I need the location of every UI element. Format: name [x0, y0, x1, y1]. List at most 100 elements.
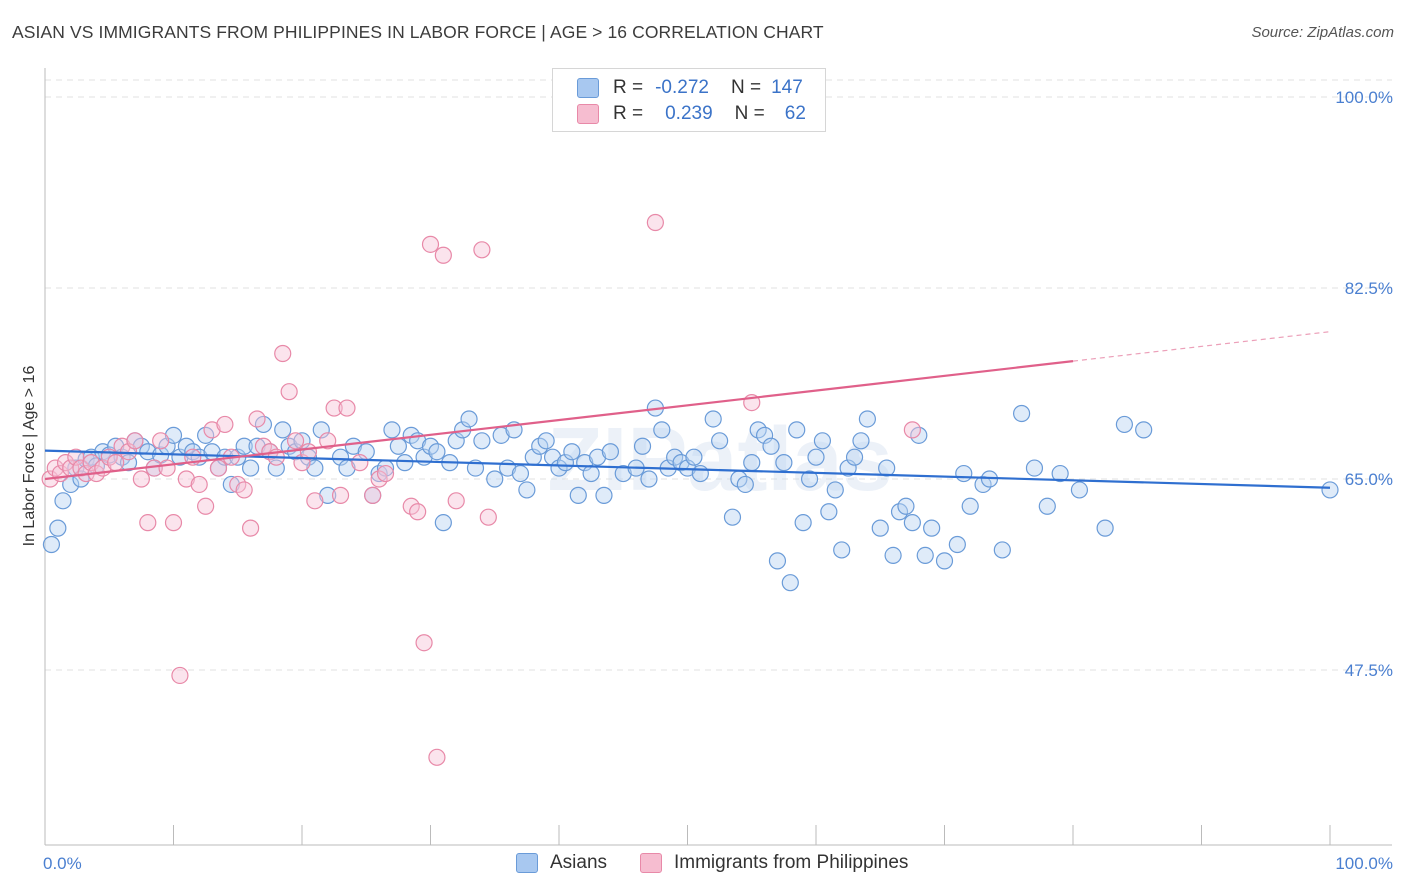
data-point: [364, 486, 382, 504]
legend-item-asians[interactable]: Asians: [516, 852, 607, 874]
data-point: [653, 421, 671, 439]
data-point: [421, 235, 440, 253]
data-point: [794, 514, 812, 532]
data-point: [833, 541, 851, 559]
data-point: [479, 508, 497, 526]
legend-label-asians: Asians: [550, 852, 608, 873]
data-point: [826, 481, 844, 499]
data-point: [286, 432, 305, 450]
data-point: [781, 574, 799, 592]
legend-n-value: 147: [771, 77, 803, 98]
y-tick-label: 100.0%: [1335, 88, 1393, 107]
gridlines: [45, 79, 1392, 671]
data-point: [376, 464, 395, 483]
series-immigrants-philippines: [41, 213, 921, 766]
data-point: [813, 432, 832, 450]
legend-n-value: 62: [784, 103, 806, 124]
legend-n-label: N =: [734, 103, 765, 124]
data-point: [820, 503, 838, 521]
data-point: [209, 459, 228, 477]
legend-label-philippines: Immigrants from Philippines: [674, 852, 909, 873]
data-point: [511, 464, 530, 483]
data-point: [242, 519, 260, 537]
y-axis-label: In Labor Force | Age > 16: [21, 366, 38, 547]
legend-r-value: 0.239: [665, 103, 713, 124]
trend-lines: [44, 331, 1331, 489]
data-point: [736, 475, 754, 494]
legend-swatch-philippines: [640, 853, 662, 873]
data-point: [1115, 415, 1134, 434]
data-point: [935, 552, 954, 570]
data-point: [537, 432, 555, 450]
data-point: [306, 459, 324, 477]
data-point: [415, 634, 433, 652]
data-point: [1070, 481, 1089, 499]
data-point: [190, 475, 208, 494]
data-point: [1051, 464, 1069, 483]
data-point: [139, 443, 157, 461]
data-point: [993, 541, 1011, 559]
data-point: [601, 443, 620, 461]
data-point: [646, 213, 664, 232]
data-point: [595, 486, 613, 504]
data-point: [569, 486, 587, 504]
series-asians: [42, 399, 1339, 592]
data-point: [1321, 481, 1339, 499]
data-point: [1135, 421, 1153, 439]
data-point: [197, 497, 215, 515]
data-point: [775, 454, 793, 472]
data-point: [897, 497, 915, 515]
data-point: [203, 421, 221, 439]
legend-item-philippines[interactable]: Immigrants from Philippines: [640, 852, 908, 874]
legend-swatch-asians: [577, 78, 599, 98]
data-point: [325, 399, 343, 417]
data-point: [126, 432, 144, 450]
data-point: [319, 432, 337, 450]
data-point: [878, 459, 896, 477]
data-point: [164, 514, 183, 532]
x-tick-labels: 0.0% 100.0%: [43, 854, 1393, 873]
data-point: [916, 546, 934, 565]
legend-r-label: R =: [613, 103, 644, 124]
data-point: [434, 514, 452, 532]
data-point: [858, 410, 877, 428]
axes: [44, 68, 1392, 846]
data-point: [800, 470, 819, 488]
legend-r-label: R =: [613, 77, 644, 98]
y-tick-labels: 47.5% 65.0% 82.5% 100.0%: [1335, 88, 1393, 680]
data-point: [845, 448, 864, 466]
data-point: [280, 383, 298, 401]
data-point: [588, 448, 607, 466]
data-point: [447, 492, 465, 510]
data-point: [158, 459, 176, 477]
legend-row-asians: R = -0.272 N = 147: [577, 76, 803, 100]
data-point: [852, 432, 870, 450]
data-point: [107, 454, 125, 472]
data-point: [306, 492, 324, 510]
data-point: [788, 421, 806, 439]
data-point: [274, 421, 292, 439]
legend-r-value: -0.272: [655, 77, 709, 98]
data-point: [762, 437, 780, 455]
data-point: [903, 421, 921, 439]
data-point: [807, 448, 825, 466]
data-point: [139, 514, 157, 532]
y-tick-label: 47.5%: [1345, 661, 1393, 680]
data-point: [1038, 497, 1056, 515]
data-point: [409, 503, 427, 521]
data-point: [434, 246, 452, 264]
data-point: [351, 454, 369, 472]
x-tick-label: 100.0%: [1335, 854, 1393, 873]
data-point: [633, 437, 652, 455]
source-credit: Source: ZipAtlas.com: [1251, 24, 1394, 41]
data-point: [711, 432, 729, 450]
data-point: [428, 443, 446, 461]
data-point: [473, 241, 491, 259]
data-point: [691, 464, 709, 483]
data-point: [923, 519, 941, 537]
data-point: [486, 470, 504, 488]
data-point: [216, 415, 234, 434]
data-point: [685, 448, 703, 466]
data-point: [563, 443, 581, 461]
data-point: [743, 454, 761, 472]
